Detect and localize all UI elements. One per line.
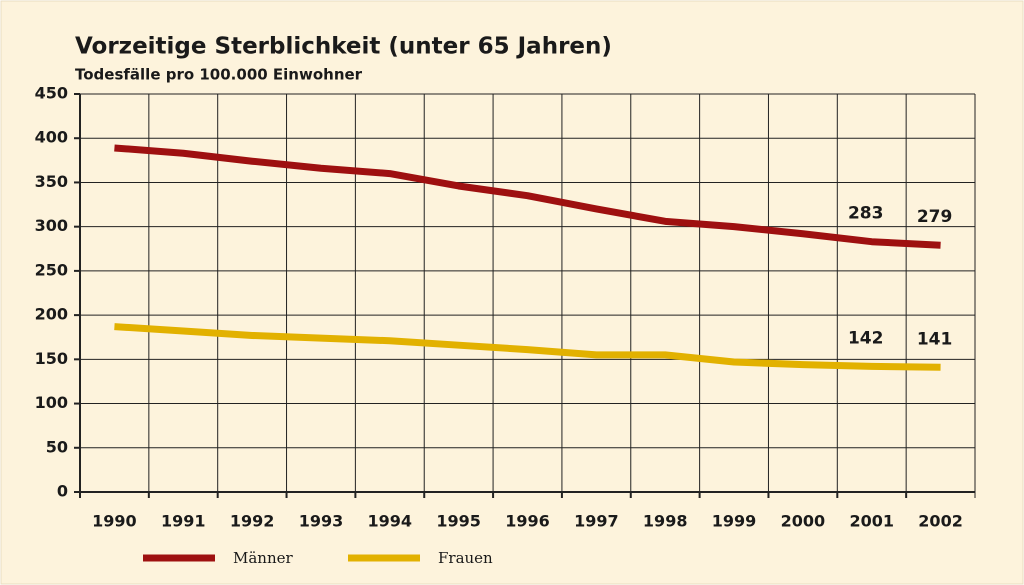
data-label: 141 — [917, 329, 953, 349]
x-tick-label: 2002 — [918, 512, 963, 531]
data-line — [114, 323, 941, 371]
x-tick-label: 1991 — [161, 512, 206, 531]
x-tick-label: 2000 — [781, 512, 826, 531]
legend-label: Männer — [233, 549, 294, 567]
y-tick-label: 400 — [35, 128, 68, 147]
x-tick-label: 1998 — [643, 512, 688, 531]
x-tick-label: 1990 — [92, 512, 137, 531]
x-tick-label: 1993 — [299, 512, 344, 531]
x-tick-label: 1997 — [574, 512, 619, 531]
data-label: 142 — [848, 328, 884, 348]
y-tick-label: 450 — [35, 84, 68, 103]
chart-title: Vorzeitige Sterblichkeit (unter 65 Jahre… — [75, 34, 612, 60]
x-tick-label: 2001 — [849, 512, 894, 531]
data-label: 279 — [917, 207, 953, 227]
x-tick-label: 1994 — [368, 512, 413, 531]
data-label: 283 — [848, 204, 884, 224]
data-line — [114, 144, 941, 249]
chart-subtitle: Todesfälle pro 100.000 Einwohner — [75, 66, 363, 84]
y-tick-label: 150 — [35, 349, 68, 368]
y-tick-label: 250 — [35, 260, 68, 279]
y-tick-label: 50 — [46, 437, 68, 456]
x-tick-label: 1999 — [712, 512, 757, 531]
x-tick-label: 1992 — [230, 512, 275, 531]
y-tick-label: 200 — [35, 305, 68, 324]
x-tick-label: 1995 — [436, 512, 481, 531]
x-tick-label: 1996 — [505, 512, 550, 531]
y-tick-label: 0 — [57, 482, 68, 501]
y-tick-label: 300 — [35, 216, 68, 235]
legend-label: Frauen — [438, 549, 493, 567]
y-tick-label: 350 — [35, 172, 68, 191]
y-tick-label: 100 — [35, 393, 68, 412]
